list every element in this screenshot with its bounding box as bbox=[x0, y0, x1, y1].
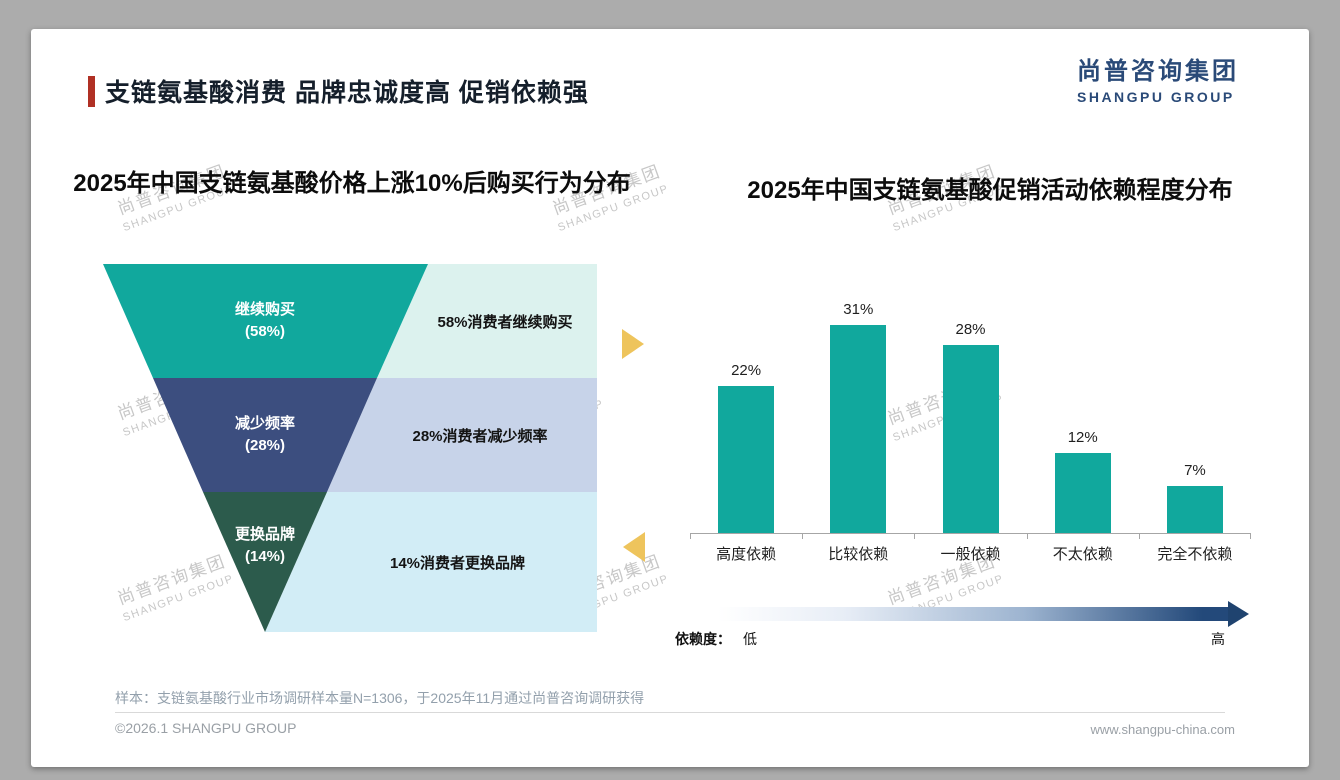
funnel-chart-title: 2025年中国支链氨基酸价格上涨10%后购买行为分布 bbox=[73, 170, 631, 197]
bar bbox=[830, 325, 887, 533]
bar bbox=[718, 385, 775, 533]
funnel-segment-label: 减少频率 (28%) bbox=[234, 415, 295, 454]
bar-chart: 22% 31% 28% 12% 7% bbox=[690, 293, 1251, 533]
arrow-right-icon bbox=[622, 329, 644, 359]
dependency-legend-title: 依赖度： bbox=[675, 631, 731, 647]
bar-column: 28% bbox=[914, 321, 1026, 533]
dependency-low-label: 低 bbox=[743, 631, 757, 647]
dependency-gradient-arrow bbox=[718, 607, 1228, 621]
funnel-note-label: 28%消费者减少频率 bbox=[412, 427, 548, 445]
title-accent-bar bbox=[88, 76, 95, 107]
footer-copyright: ©2026.1 SHANGPU GROUP bbox=[115, 720, 297, 736]
funnel-segment-label: 更换品牌 (14%) bbox=[234, 526, 295, 565]
bar-value-label: 7% bbox=[1184, 462, 1206, 480]
dependency-axis-labels: 依赖度： 低 高 bbox=[675, 629, 1225, 649]
bar-category: 比较依赖 bbox=[828, 546, 889, 563]
bar-chart-title: 2025年中国支链氨基酸促销活动依赖程度分布 bbox=[747, 177, 1233, 204]
x-axis-ticks bbox=[690, 534, 1251, 539]
dependency-high-label: 高 bbox=[1211, 631, 1225, 647]
axis-tick bbox=[1026, 534, 1028, 539]
bar-value-label: 12% bbox=[1067, 428, 1098, 446]
slide-card: 尚普咨询集团 SHANGPU GROUP 尚普咨询集团 SHANGPU GROUP … bbox=[31, 29, 1309, 767]
axis-tick bbox=[914, 534, 916, 539]
bar bbox=[942, 345, 999, 533]
logo-en-text: SHANGPU GROUP bbox=[1077, 89, 1235, 105]
bar bbox=[1054, 452, 1111, 533]
footer-divider bbox=[115, 712, 1225, 713]
bar-category: 完全不依赖 bbox=[1157, 546, 1233, 563]
bar-column: 12% bbox=[1027, 429, 1139, 533]
funnel-note-label: 14%消费者更换品牌 bbox=[389, 554, 526, 572]
dependency-arrowhead-icon bbox=[1228, 601, 1249, 627]
x-axis-line bbox=[690, 533, 1251, 534]
axis-tick bbox=[802, 534, 804, 539]
axis-tick bbox=[1250, 534, 1251, 539]
funnel-note-box bbox=[265, 492, 597, 632]
bar-category: 高度依赖 bbox=[716, 546, 777, 563]
company-logo: 尚普咨询集团 SHANGPU GROUP bbox=[1077, 51, 1239, 105]
sample-footnote: 样本：支链氨基酸行业市场调研样本量N=1306，于2025年11月通过尚普咨询调… bbox=[115, 690, 645, 706]
bar-column: 31% bbox=[802, 301, 914, 533]
bar bbox=[1166, 486, 1223, 533]
bar-column: 22% bbox=[690, 362, 802, 533]
bar-value-label: 31% bbox=[843, 301, 874, 319]
axis-tick bbox=[690, 534, 691, 539]
slide-title: 支链氨基酸消费 品牌忠诚度高 促销依赖强 bbox=[105, 79, 589, 107]
arrow-left-icon bbox=[623, 532, 645, 562]
bar-category: 不太依赖 bbox=[1052, 546, 1113, 563]
logo-cn-text: 尚普咨询集团 bbox=[1077, 58, 1239, 85]
axis-tick bbox=[1138, 534, 1140, 539]
funnel-note-box bbox=[327, 378, 597, 492]
footer-website: www.shangpu-china.com bbox=[1090, 722, 1235, 737]
bar-value-label: 22% bbox=[731, 361, 762, 379]
bar-value-label: 28% bbox=[955, 321, 986, 339]
funnel-segment-label: 继续购买 (58%) bbox=[234, 301, 295, 340]
bar-category: 一般依赖 bbox=[940, 546, 1001, 563]
funnel-segment bbox=[103, 264, 428, 378]
funnel-chart: 继续购买 (58%) 减少频率 (28%) 更换品牌 (14%) 58%消费者继续购买… bbox=[103, 264, 597, 632]
bar-category-labels: 高度依赖 比较依赖 一般依赖 不太依赖 完全不依赖 bbox=[690, 543, 1251, 564]
funnel-note-label: 58%消费者继续购买 bbox=[437, 313, 573, 331]
bar-column: 7% bbox=[1139, 462, 1251, 533]
